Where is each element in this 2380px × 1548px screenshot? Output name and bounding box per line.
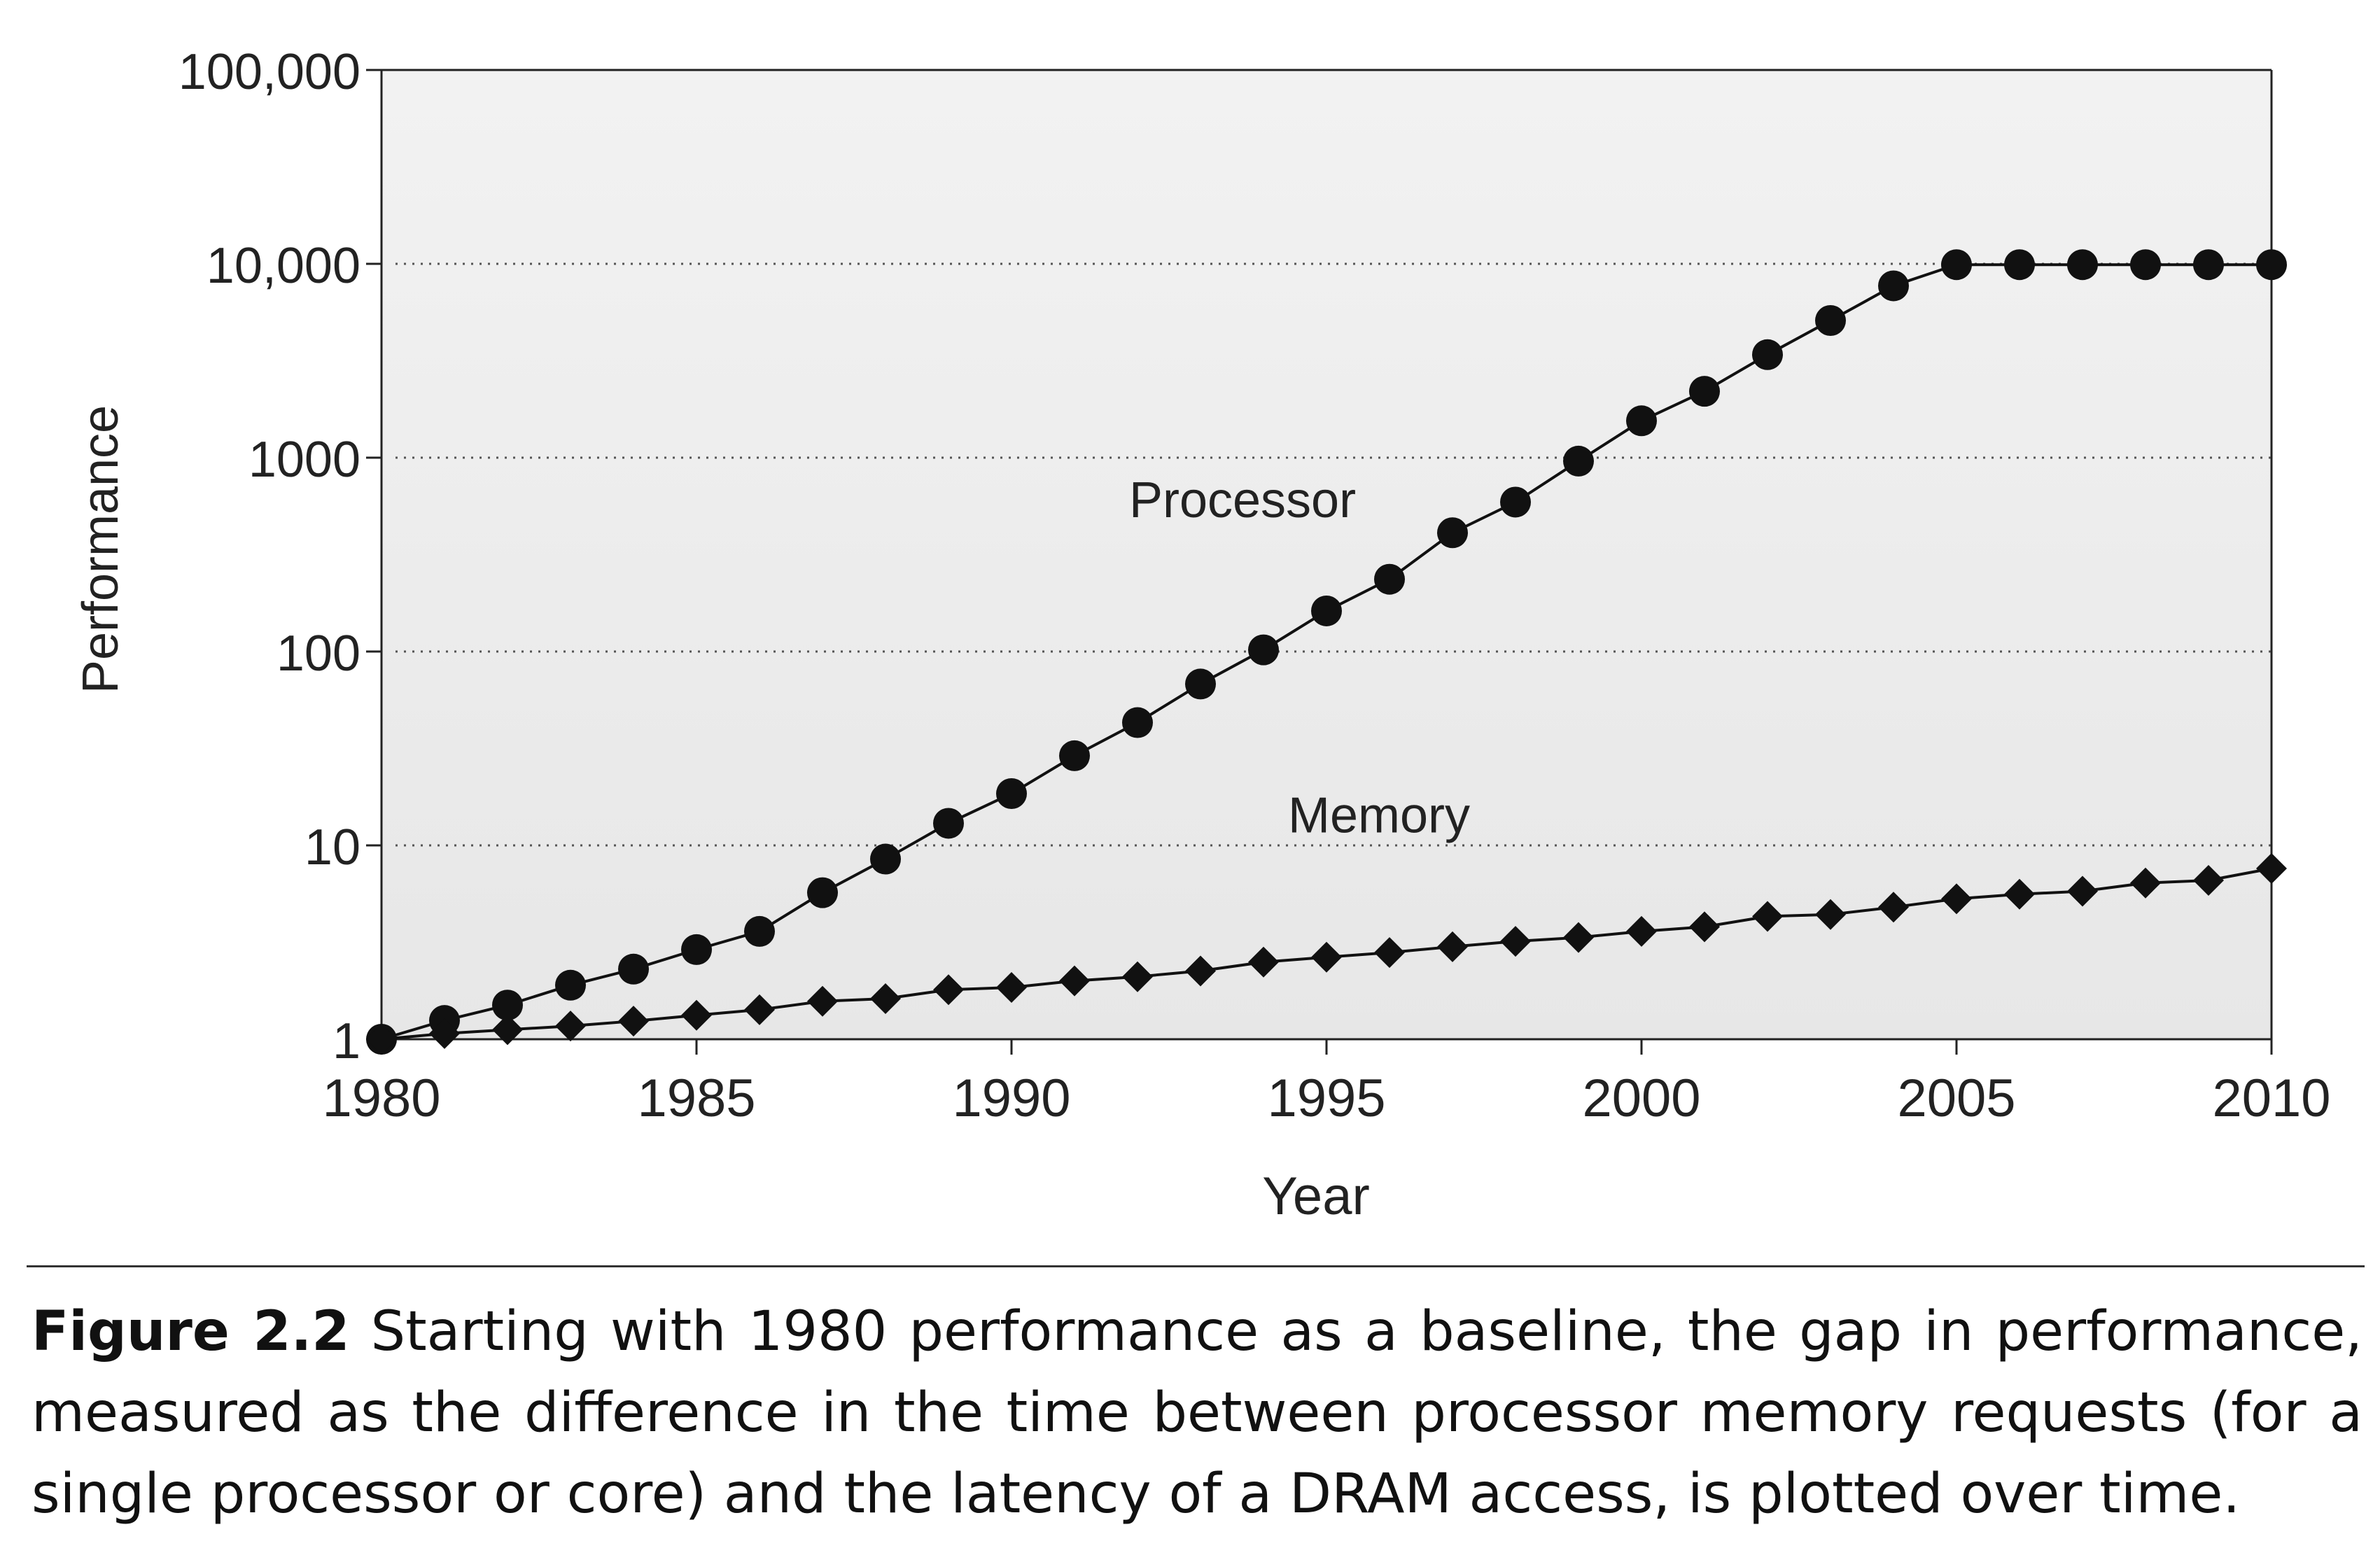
memory-point (366, 1024, 397, 1055)
y-tick-label: 1000 (248, 432, 360, 488)
x-tick-label: 1990 (952, 1069, 1070, 1128)
x-axis-title: Year (1262, 1167, 1370, 1226)
memory-point (2193, 864, 2224, 896)
x-tick-label: 2005 (1897, 1069, 2015, 1128)
processor-series-label: Processor (1129, 472, 1356, 528)
memory-point (1311, 941, 1342, 973)
x-tick-label: 1985 (637, 1069, 755, 1128)
caption-divider (27, 1265, 2365, 1267)
processor-point (1878, 270, 1909, 302)
memory-point (1374, 937, 1405, 969)
processor-point (1059, 740, 1090, 771)
processor-point (1626, 405, 1657, 437)
x-tick-label: 1995 (1267, 1069, 1385, 1128)
caption-label: Figure 2.2 (31, 1300, 350, 1363)
memory-point (618, 1006, 649, 1037)
memory-point (1878, 892, 1909, 923)
processor-point (2193, 249, 2224, 281)
memory-point (1185, 955, 1216, 987)
memory-point (870, 983, 901, 1014)
processor-point (996, 777, 1027, 809)
processor-point (492, 990, 523, 1021)
processor-point (1689, 376, 1720, 407)
processor-point (1311, 595, 1342, 626)
series-labels: Processor Memory (1129, 472, 1470, 844)
x-tick-label: 2000 (1582, 1069, 1700, 1128)
memory-point (1437, 931, 1468, 962)
processor-point (2256, 249, 2287, 281)
memory-point (1563, 922, 1594, 953)
y-tick-label: 1 (332, 1013, 360, 1069)
processor-point (933, 808, 964, 839)
memory-point (1689, 911, 1720, 943)
memory-point (2004, 878, 2035, 910)
processor-point (870, 843, 901, 875)
figure-caption: Figure 2.2 Starting with 1980 performance… (31, 1291, 2362, 1535)
y-axis-title: Performance (73, 405, 129, 694)
performance-chart: 1 10 100 1000 10,000 100,000 1980 1985 1990 1995… (73, 44, 2331, 1226)
processor-point (1752, 339, 1783, 370)
x-tick-label: 2010 (2212, 1069, 2330, 1128)
processor-point (1374, 563, 1405, 595)
memory-series (366, 853, 2287, 1055)
memory-point (1941, 883, 1972, 915)
x-tick-label: 1980 (322, 1069, 440, 1128)
processor-point (2130, 249, 2161, 281)
memory-point (1500, 926, 1531, 957)
processor-point (1122, 707, 1153, 738)
y-tick-label: 10,000 (206, 238, 360, 294)
memory-point (807, 985, 838, 1017)
series (366, 249, 2287, 1055)
processor-point (1815, 305, 1846, 337)
memory-point (681, 999, 712, 1031)
processor-point (744, 915, 775, 947)
caption-text: Starting with 1980 performance as a base… (31, 1300, 2362, 1526)
memory-point (2256, 853, 2287, 885)
processor-point (1563, 445, 1594, 477)
processor-point (2067, 249, 2098, 281)
memory-point (1248, 946, 1279, 978)
memory-point (429, 1018, 460, 1049)
y-tick-label: 100 (276, 626, 360, 682)
processor-point (681, 934, 712, 965)
memory-point (933, 974, 964, 1006)
y-tick-label: 10 (304, 819, 360, 875)
memory-point (555, 1011, 586, 1042)
memory-point (744, 994, 775, 1025)
processor-point (1248, 634, 1279, 666)
memory-point (1815, 899, 1846, 930)
memory-point (1626, 915, 1657, 947)
memory-point (1059, 965, 1090, 997)
processor-point (1941, 249, 1972, 281)
memory-series-label: Memory (1288, 787, 1470, 843)
memory-point (996, 971, 1027, 1003)
memory-point (2130, 867, 2161, 899)
memory-point (2067, 875, 2098, 907)
processor-point (1437, 517, 1468, 549)
x-tick-labels: 1980 1985 1990 1995 2000 2005 2010 (322, 1069, 2330, 1128)
processor-series (366, 249, 2287, 1055)
processor-point (1185, 668, 1216, 700)
processor-point (555, 969, 586, 1001)
processor-point (2004, 249, 2035, 281)
y-tick-labels: 1 10 100 1000 10,000 100,000 (178, 44, 360, 1069)
plot-area (382, 70, 2272, 1039)
memory-point (492, 1014, 523, 1046)
memory-point (1122, 961, 1153, 992)
y-tick-label: 100,000 (178, 44, 360, 100)
memory-point (1752, 901, 1783, 932)
processor-point (618, 953, 649, 985)
processor-point (807, 877, 838, 908)
processor-point (1500, 486, 1531, 518)
